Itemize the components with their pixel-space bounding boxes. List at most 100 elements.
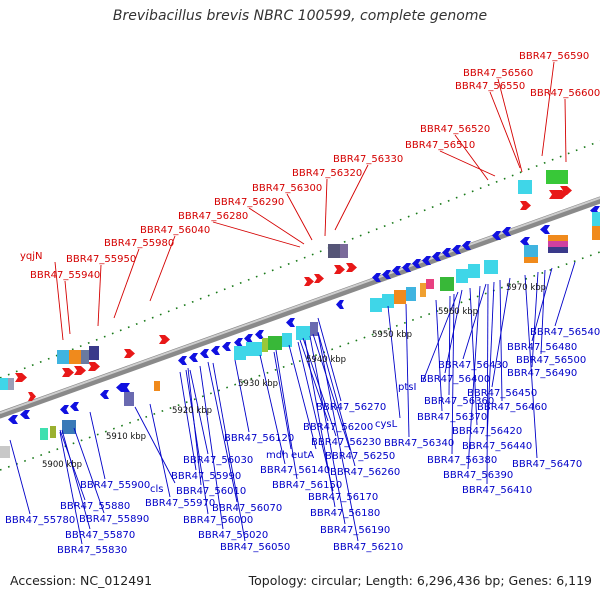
gene-label: BBR47_56590 [519, 51, 589, 62]
gene-feature-box [57, 350, 69, 364]
gene-label: BBR47_56470 [512, 459, 582, 470]
accession-text: Accession: NC_012491 [10, 573, 153, 588]
gene-arrow [255, 330, 264, 339]
gene-feature-box [154, 381, 160, 391]
label-leader-line [61, 429, 91, 530]
gene-label: BBR47_56270 [316, 402, 386, 413]
gene-arrow [211, 346, 220, 355]
label-leader-line [212, 362, 246, 542]
gene-label: BBR47_56430 [438, 360, 508, 371]
label-leader-line [524, 274, 538, 459]
label-leader-line [451, 293, 455, 455]
gene-label: BBR47_56230 [311, 437, 381, 448]
gene-label: BBR47_56330 [333, 154, 403, 165]
gene-label: BBR47_55970 [145, 498, 215, 509]
gene-label: BBR47_56400 [420, 374, 490, 385]
gene-arrow [286, 318, 295, 327]
gene-label: BBR47_56260 [330, 467, 400, 478]
label-leader-line [185, 369, 209, 515]
gene-label: cysL [375, 419, 398, 430]
label-leader-line [334, 164, 369, 231]
gene-label: BBR47_56300 [252, 183, 322, 194]
label-leader-line [439, 150, 496, 177]
gene-arrow [314, 274, 324, 283]
gene-arrow [492, 231, 501, 240]
gene-feature-box [0, 446, 10, 458]
label-leader-lines [9, 61, 576, 545]
label-leader-line [540, 269, 546, 355]
label-leader-line [486, 281, 495, 441]
gene-arrow [8, 415, 18, 424]
label-leader-line [89, 411, 106, 480]
gene-arrow [520, 237, 530, 246]
gene-feature-box [268, 336, 282, 350]
gene-label: BBR47_56340 [384, 438, 454, 449]
gene-arrow [432, 252, 441, 261]
gene-feature-box [81, 350, 89, 364]
gene-feature-box [340, 244, 348, 258]
gene-feature-box [548, 247, 568, 253]
gene-arrow [402, 263, 411, 272]
gene-arrow [336, 300, 344, 309]
label-leader-line [541, 61, 555, 157]
label-leader-line [309, 335, 346, 525]
gene-feature-box [546, 170, 568, 184]
gene-arrow [502, 227, 511, 236]
label-leader-line [134, 406, 176, 484]
top-strand-labels: BBR47_56590 BBR47_56560 BBR47_56550 BBR47_5… [20, 51, 600, 281]
gene-feature-box [234, 346, 246, 360]
label-leader-line [312, 333, 351, 451]
gene-feature-box [89, 346, 99, 360]
label-leader-line [59, 429, 86, 501]
gene-label: BBR47_56120 [224, 433, 294, 444]
label-leader-line [454, 134, 489, 181]
gene-feature-box [468, 264, 480, 278]
label-leader-line [149, 235, 176, 302]
gene-label: BBR47_56290 [214, 197, 284, 208]
gene-arrow [28, 392, 36, 401]
gene-label: BBR47_56520 [420, 124, 490, 135]
gene-label: BBR47_56030 [183, 455, 253, 466]
label-leader-line [405, 303, 410, 438]
gene-label: BBR47_55980 [104, 238, 174, 249]
gene-label: BBR47_55830 [57, 545, 127, 556]
gene-feature-box [8, 378, 14, 390]
label-leader-line [59, 431, 83, 545]
bottom-strand-labels: BBR47_56540 BBR47_56480 BBR47_56500 BBR47_5… [5, 327, 600, 556]
gene-feature-box [518, 180, 532, 194]
gene-feature-box [440, 277, 454, 291]
gene-feature-box [456, 269, 468, 283]
label-leader-line [531, 271, 539, 368]
genome-backbone-highlight [0, 197, 600, 414]
label-leader-line [286, 193, 313, 241]
label-leader-line [531, 267, 553, 342]
gene-label: BBR47_56510 [405, 140, 475, 151]
gene-arrow [372, 273, 381, 282]
label-leader-line [489, 91, 521, 169]
gene-arrow [422, 256, 431, 265]
label-leader-line [9, 439, 31, 515]
genome-title: Brevibacillus brevis NBRC 100599, comple… [112, 8, 488, 24]
gene-label: BBR47_56540 [530, 327, 600, 338]
label-leader-line [212, 221, 301, 248]
gene-feature-box [484, 260, 498, 274]
gene-arrow [88, 362, 100, 371]
scale-tick-label: 5970 kbp [506, 283, 546, 293]
gene-label: BBR47_56490 [507, 368, 577, 379]
gene-label: BBR47_56000 [183, 515, 253, 526]
gene-arrow [15, 373, 27, 382]
gene-label: BBR47_56180 [310, 508, 380, 519]
gene-feature-box [382, 294, 394, 308]
gene-feature-box [62, 420, 76, 434]
label-leader-line [422, 291, 459, 382]
gene-label: BBR47_56190 [320, 525, 390, 536]
gene-arrow [234, 338, 243, 347]
scale-tick-label: 5960 kbp [438, 307, 478, 317]
gene-feature-box [524, 245, 538, 257]
gene-label: BBR47_56040 [140, 225, 210, 236]
gene-label: yqjN [20, 251, 43, 262]
label-leader-line [54, 261, 64, 341]
gene-arrow [100, 390, 109, 399]
label-leader-line [97, 264, 102, 327]
